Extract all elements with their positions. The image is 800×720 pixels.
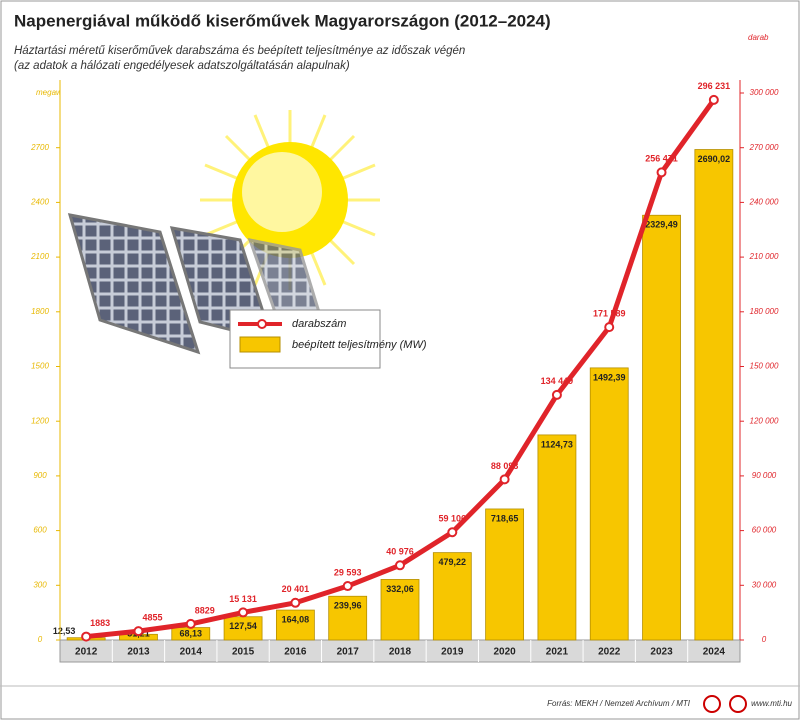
line-marker (499, 474, 510, 485)
y2-tick-label: 120 000 (750, 416, 779, 425)
legend-label: darabszám (292, 318, 346, 330)
y-tick-label: 2100 (30, 252, 49, 261)
line-value-label: 171 589 (593, 309, 626, 319)
line-marker (238, 607, 249, 618)
y2-tick-label: 210 000 (749, 252, 779, 261)
bar (328, 595, 368, 641)
x-tick-label: 2014 (180, 647, 203, 658)
x-tick-label: 2021 (546, 647, 569, 658)
url: www.mti.hu (751, 699, 792, 708)
bar-value-label: 239,96 (334, 601, 362, 611)
bar (694, 149, 734, 641)
x-tick-label: 2023 (650, 647, 673, 658)
bar (589, 367, 629, 641)
y-tick-label: 1200 (31, 416, 49, 425)
source: Forrás: MEKH / Nemzeti Archívum / MTI (547, 699, 691, 708)
y2-tick-label: 30 000 (752, 580, 777, 589)
line-value-label: 134 449 (541, 376, 574, 386)
y-tick-label: 300 (33, 580, 47, 589)
line-value-label: 88 093 (491, 461, 519, 471)
line-value-label: 4855 (142, 613, 162, 623)
plot-layer: 0 300 600 900 1200 1500 1800 2100 2400 2700 0 30 00… (30, 81, 779, 662)
line-value-label: 40 976 (386, 547, 414, 557)
logo (729, 695, 747, 713)
y-tick-label: 0 (38, 635, 43, 644)
line-value-label: 59 106 (439, 514, 467, 524)
legend-label: beépített teljesítmény (MW) (292, 339, 427, 351)
line-marker (185, 618, 196, 629)
bar (485, 508, 525, 641)
bar-value-label: 12,53 (53, 626, 76, 636)
subtitle: (az adatok a hálózati engedélyesek adats… (14, 60, 350, 72)
y2-tick-label: 180 000 (750, 307, 779, 316)
x-tick-label: 2013 (127, 647, 150, 658)
line-marker (708, 94, 719, 105)
logo (703, 695, 721, 713)
y-tick-label: 2400 (30, 198, 49, 207)
line-value-label: 256 471 (645, 154, 678, 164)
line-marker (395, 560, 405, 571)
line-marker (290, 597, 301, 608)
legend: darabszám beépített teljesítmény (MW) (229, 309, 427, 369)
line-marker (447, 527, 458, 538)
y2-tick-label: 90 000 (752, 471, 777, 480)
y2-tick-label: 300 000 (750, 88, 779, 97)
line-value-label: 296 231 (698, 81, 731, 91)
y2-tick-label: 270 000 (749, 143, 779, 152)
x-tick-label: 2020 (493, 647, 516, 658)
bar (537, 434, 577, 641)
x-tick-label: 2022 (598, 647, 621, 658)
x-tick-label: 2018 (389, 647, 412, 658)
line-marker (133, 626, 144, 637)
x-tick-label: 2017 (337, 647, 360, 658)
bar-value-label: 2329,49 (645, 220, 678, 230)
line-value-label: 29 593 (334, 567, 362, 577)
y2-tick-label: 60 000 (752, 526, 777, 535)
subtitle: Háztartási méretű kiserőművek darabszáma… (14, 45, 465, 57)
chart-title: Napenergiával működő kiserőművek Magyaro… (14, 11, 551, 30)
line-value-label: 1883 (90, 618, 110, 628)
bar (642, 214, 681, 641)
bar-value-label: 164,08 (282, 614, 310, 624)
bar-value-label: 479,22 (439, 557, 467, 567)
bar (380, 579, 420, 641)
y2-tick-label: 0 (762, 635, 767, 644)
line-marker (656, 167, 667, 178)
bar-value-label: 2690,02 (698, 154, 731, 164)
bar-value-label: 68,13 (180, 628, 203, 638)
bar (432, 552, 472, 641)
bar (275, 609, 315, 641)
line-marker (81, 631, 92, 642)
y2-tick-label: 240 000 (749, 198, 779, 207)
legend-swatch (239, 336, 281, 353)
legend-marker (257, 319, 267, 329)
line-value-label: 20 401 (282, 584, 310, 594)
y-axis-label: megawatt (36, 88, 71, 97)
line-value-label: 15 131 (229, 594, 257, 604)
x-tick-label: 2016 (284, 647, 307, 658)
y2-tick-label: 150 000 (750, 362, 779, 371)
y-tick-label: 600 (33, 526, 47, 535)
x-tick-label: 2015 (232, 647, 255, 658)
line-value-label: 8829 (195, 605, 215, 615)
sun-illustration (200, 110, 380, 290)
bar-value-label: 127,54 (229, 621, 257, 631)
bar-value-label: 332,06 (386, 584, 414, 594)
x-tick-label: 2019 (441, 647, 464, 658)
y-tick-label: 1500 (31, 362, 49, 371)
line-marker (342, 581, 353, 592)
bar-value-label: 1492,39 (593, 372, 626, 382)
line-marker (551, 389, 562, 400)
y-tick-label: 1800 (31, 307, 49, 316)
x-tick-label: 2024 (703, 647, 726, 658)
y-tick-label: 2700 (30, 143, 49, 152)
bar-value-label: 1124,73 (541, 439, 573, 449)
x-tick-label: 2012 (75, 647, 98, 658)
y2-axis-label: darab (748, 33, 769, 42)
y-tick-label: 900 (33, 471, 47, 480)
line-marker (604, 322, 615, 333)
bar-value-label: 718,65 (491, 513, 519, 523)
